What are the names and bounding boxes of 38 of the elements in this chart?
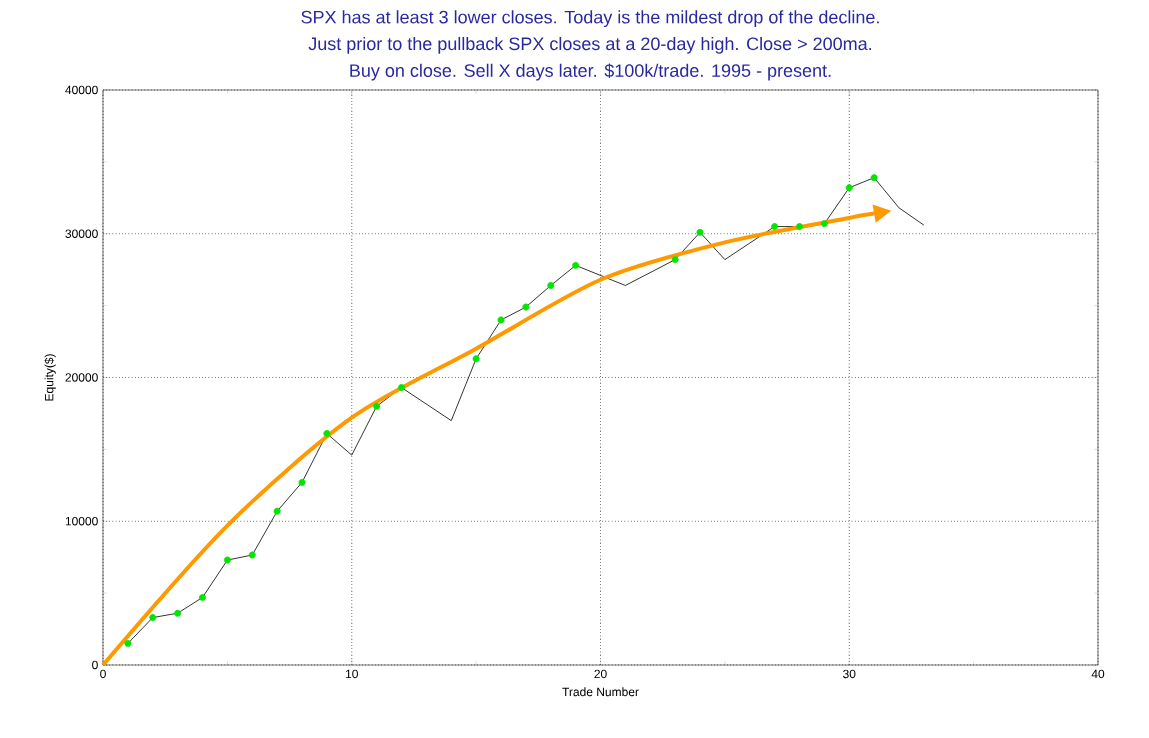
point [298,478,306,486]
point [820,220,828,228]
x-tick-label: 20 [594,669,607,679]
point [323,430,331,438]
point [149,614,157,622]
point [796,223,803,231]
point [547,282,555,289]
point [199,593,206,601]
point [273,507,281,515]
x-tick-label: 10 [346,669,358,679]
point [497,316,505,324]
point [223,556,231,564]
point [696,228,704,236]
x-tick-label: 30 [843,669,856,679]
point [248,551,256,559]
point [174,609,182,617]
point [870,174,878,182]
point [572,261,580,269]
point [522,303,530,311]
point [124,639,132,647]
point [845,184,853,192]
point [373,402,381,410]
y-tick-label: 30000 [65,229,98,238]
x-tick-label: 0 [100,669,106,679]
point [671,256,679,264]
chart-subtitle: Just prior to the pullback SPX closes at a 20-day high. Close > 200ma. [308,36,872,54]
y-tick-label: 0 [92,660,98,670]
y-axis-title: Equity($) [44,354,56,401]
point [472,355,480,363]
y-tick-label: 40000 [65,85,98,95]
y-tick-label: 20000 [65,373,98,382]
x-tick-label: 40 [1091,669,1105,679]
point [771,223,779,231]
chart-title: SPX has at least 3 lower closes. Today is the mildest drop of the decline. [301,10,879,28]
y-tick-label: 10000 [65,516,98,526]
text: Buy on close. Sell X days later. $100k/trade. 1995 - present. [350,63,831,81]
x-axis-title: Trade Number [562,687,639,697]
point [398,384,405,392]
